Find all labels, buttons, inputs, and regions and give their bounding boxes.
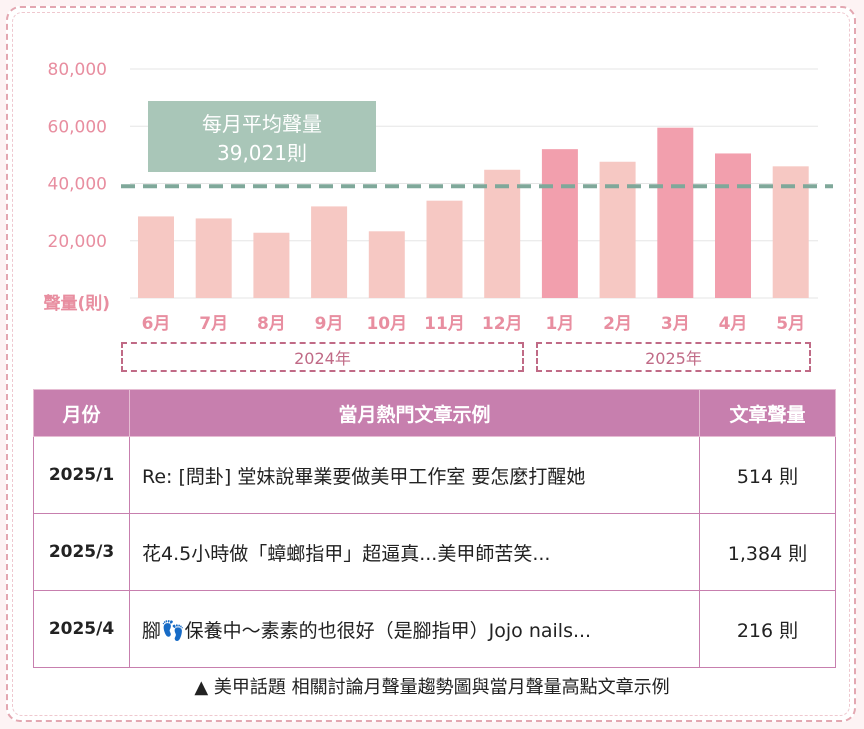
y-tick-label: 60,000 — [48, 117, 107, 137]
table-row: 2025/4 腳👣保養中～素素的也很好（是腳指甲）Jojo nails... 2… — [33, 590, 836, 668]
x-tick-label: 7月 — [199, 314, 228, 334]
bar — [253, 232, 290, 298]
row-article-link[interactable]: Re: [問卦] 堂妹說畢業要做美甲工作室 要怎麼打醒她 — [129, 436, 700, 514]
row-volume: 514 則 — [699, 436, 836, 514]
table-row: 2025/3 花4.5小時做「蟑螂指甲」超逼真...美甲師苦笑... 1,384… — [33, 513, 836, 591]
average-value: 39,021則 — [217, 141, 307, 165]
y-axis-title: 聲量(則) — [43, 293, 110, 314]
bar — [541, 149, 578, 298]
table-header-row: 月份 當月熱門文章示例 文章聲量 — [33, 389, 836, 437]
x-tick-label: 1月 — [545, 314, 574, 334]
y-tick-label: 40,000 — [48, 175, 107, 195]
x-tick-label: 9月 — [315, 314, 344, 334]
x-tick-label: 5月 — [776, 314, 805, 334]
bar — [368, 231, 405, 298]
x-tick-label: 3月 — [661, 314, 690, 334]
hot-articles-table: 月份 當月熱門文章示例 文章聲量 2025/1 Re: [問卦] 堂妹說畢業要做… — [33, 389, 836, 668]
row-month: 2025/3 — [33, 513, 130, 591]
y-tick-label: 80,000 — [48, 60, 107, 80]
row-article-link[interactable]: 腳👣保養中～素素的也很好（是腳指甲）Jojo nails... — [129, 590, 700, 668]
average-label: 每月平均聲量 — [202, 112, 322, 136]
header-volume: 文章聲量 — [699, 389, 836, 437]
x-tick-label: 6月 — [142, 314, 171, 334]
x-tick-label: 2月 — [603, 314, 632, 334]
bar — [195, 218, 232, 298]
y-tick-label: 20,000 — [48, 232, 107, 252]
bar — [715, 153, 751, 298]
row-month: 2025/4 — [33, 590, 130, 668]
row-article-link[interactable]: 花4.5小時做「蟑螂指甲」超逼真...美甲師苦笑... — [129, 513, 700, 591]
x-tick-label: 11月 — [424, 314, 465, 334]
x-tick-label: 4月 — [719, 314, 748, 334]
bar — [599, 161, 636, 298]
bar — [138, 216, 174, 298]
header-article: 當月熱門文章示例 — [129, 389, 700, 437]
inner-frame — [12, 12, 850, 716]
header-month: 月份 — [33, 389, 130, 437]
x-tick-label: 10月 — [366, 314, 407, 334]
bar — [657, 127, 694, 299]
bar — [426, 200, 463, 298]
year-2024-box: 2024年 — [121, 342, 524, 372]
figure-caption: ▲ 美甲話題 相關討論月聲量趨勢圖與當月聲量高點文章示例 — [194, 677, 670, 698]
table-row: 2025/1 Re: [問卦] 堂妹說畢業要做美甲工作室 要怎麼打醒她 514 … — [33, 436, 836, 514]
x-tick-label: 12月 — [482, 314, 523, 334]
year-2025-box: 2025年 — [536, 342, 811, 372]
bar — [311, 206, 348, 298]
bar — [484, 169, 521, 298]
volume-bar-chart: 80,000 60,000 40,000 20,000 聲量(則) 6月 7月 8月 9月 10月… — [43, 60, 833, 334]
row-volume: 216 則 — [699, 590, 836, 668]
x-tick-label: 8月 — [257, 314, 286, 334]
row-month: 2025/1 — [33, 436, 130, 514]
row-volume: 1,384 則 — [699, 513, 836, 591]
average-box — [148, 101, 376, 172]
